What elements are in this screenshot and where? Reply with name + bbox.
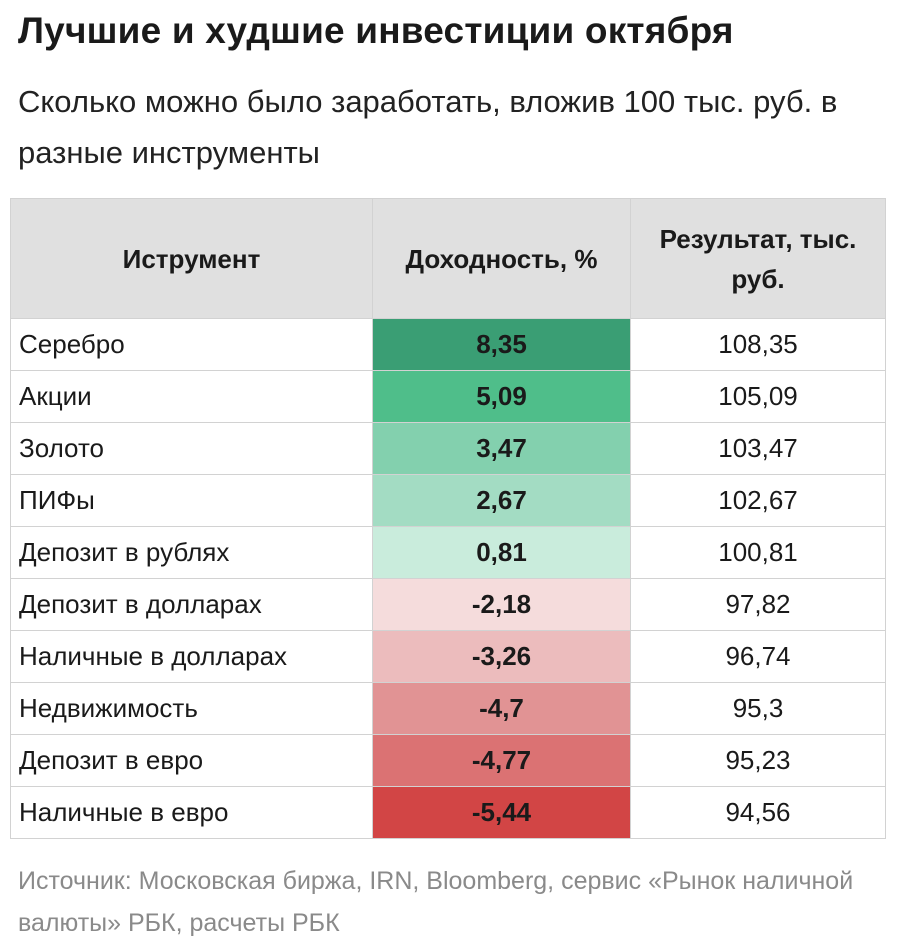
instrument-name: Депозит в долларах	[10, 578, 373, 631]
yield-value: -2,18	[372, 578, 631, 631]
yield-value: 3,47	[372, 422, 631, 475]
table-row: Золото 3,47 103,47	[10, 422, 886, 475]
yield-value: 5,09	[372, 370, 631, 423]
result-value: 102,67	[630, 474, 886, 527]
result-value: 95,23	[630, 734, 886, 787]
table-row: Депозит в долларах -2,18 97,82	[10, 578, 886, 631]
header-result: Результат, тыс. руб.	[630, 198, 886, 319]
yield-value: 8,35	[372, 318, 631, 371]
instrument-name: Золото	[10, 422, 373, 475]
instrument-name: Депозит в евро	[10, 734, 373, 787]
instrument-name: ПИФы	[10, 474, 373, 527]
yield-value: -3,26	[372, 630, 631, 683]
yield-value: 2,67	[372, 474, 631, 527]
table-row: Наличные в долларах -3,26 96,74	[10, 630, 886, 683]
result-value: 103,47	[630, 422, 886, 475]
investments-table: Иструмент Доходность, % Результат, тыс. …	[10, 198, 886, 839]
header-yield: Доходность, %	[372, 198, 631, 319]
instrument-name: Недвижимость	[10, 682, 373, 735]
table-row: Наличные в евро -5,44 94,56	[10, 786, 886, 839]
table-row: ПИФы 2,67 102,67	[10, 474, 886, 527]
result-value: 96,74	[630, 630, 886, 683]
table-row: Недвижимость -4,7 95,3	[10, 682, 886, 735]
instrument-name: Наличные в евро	[10, 786, 373, 839]
result-value: 95,3	[630, 682, 886, 735]
subtitle: Сколько можно было заработать, вложив 10…	[18, 84, 838, 170]
instrument-name: Наличные в долларах	[10, 630, 373, 683]
result-value: 94,56	[630, 786, 886, 839]
page-title: Лучшие и худшие инвестиции октября	[18, 10, 734, 51]
instrument-name: Акции	[10, 370, 373, 423]
yield-value: 0,81	[372, 526, 631, 579]
result-value: 97,82	[630, 578, 886, 631]
yield-value: -4,77	[372, 734, 631, 787]
result-value: 100,81	[630, 526, 886, 579]
table-row: Серебро 8,35 108,35	[10, 318, 886, 371]
instrument-name: Серебро	[10, 318, 373, 371]
header-instrument: Иструмент	[10, 198, 373, 319]
table-row: Акции 5,09 105,09	[10, 370, 886, 423]
table-row: Депозит в евро -4,77 95,23	[10, 734, 886, 787]
table-header-row: Иструмент Доходность, % Результат, тыс. …	[10, 198, 886, 319]
result-value: 105,09	[630, 370, 886, 423]
instrument-name: Депозит в рублях	[10, 526, 373, 579]
table-row: Депозит в рублях 0,81 100,81	[10, 526, 886, 579]
yield-value: -5,44	[372, 786, 631, 839]
yield-value: -4,7	[372, 682, 631, 735]
result-value: 108,35	[630, 318, 886, 371]
source-note: Источник: Московская биржа, IRN, Bloombe…	[18, 867, 854, 937]
